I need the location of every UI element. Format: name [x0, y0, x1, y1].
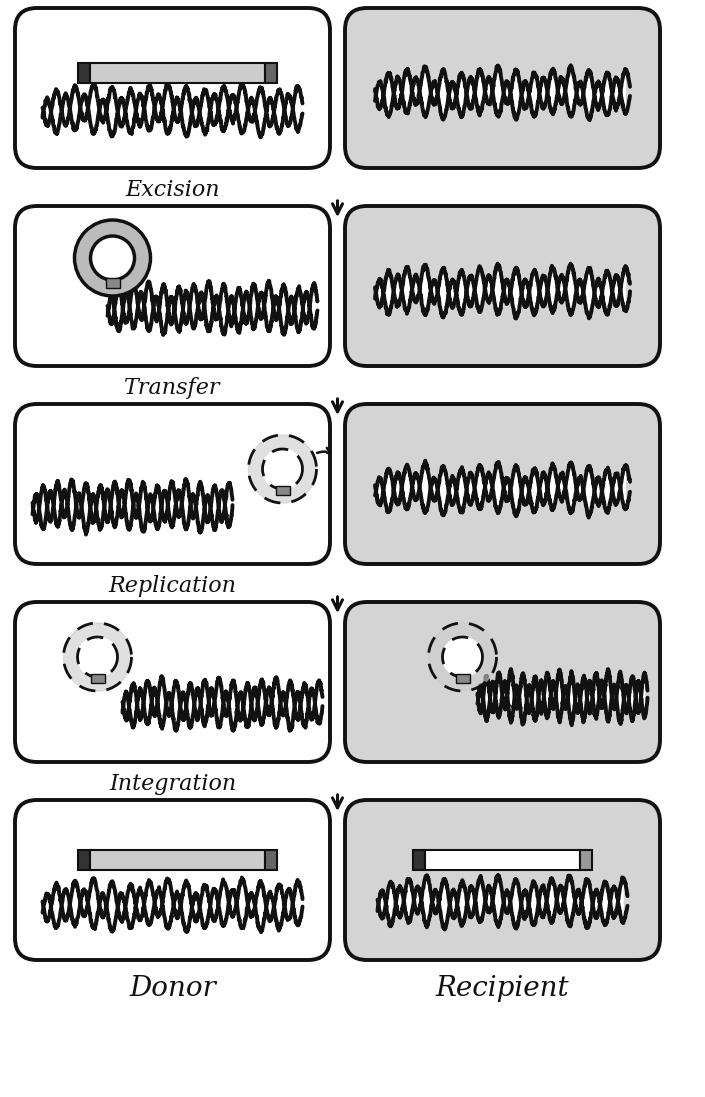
Text: Excision: Excision	[125, 179, 220, 201]
Text: Integration: Integration	[109, 773, 236, 795]
Bar	[580, 850, 592, 870]
Bar	[265, 850, 277, 870]
Bar	[78, 850, 90, 870]
FancyBboxPatch shape	[15, 800, 330, 960]
Text: Transfer: Transfer	[124, 377, 221, 399]
Bar	[90, 63, 265, 83]
Circle shape	[90, 236, 135, 280]
Bar	[90, 674, 104, 683]
Text: Recipient: Recipient	[436, 975, 570, 1002]
Polygon shape	[78, 637, 118, 677]
FancyBboxPatch shape	[345, 404, 660, 564]
Bar	[413, 850, 425, 870]
Bar	[265, 63, 277, 83]
FancyBboxPatch shape	[345, 800, 660, 960]
Bar	[276, 486, 290, 495]
Text: Donor: Donor	[129, 975, 216, 1002]
FancyBboxPatch shape	[345, 602, 660, 762]
FancyBboxPatch shape	[15, 8, 330, 168]
Polygon shape	[443, 637, 482, 677]
Polygon shape	[63, 623, 132, 691]
FancyBboxPatch shape	[15, 404, 330, 564]
FancyBboxPatch shape	[345, 206, 660, 366]
Bar	[90, 850, 265, 870]
FancyBboxPatch shape	[15, 206, 330, 366]
Polygon shape	[429, 623, 496, 691]
Polygon shape	[248, 436, 317, 504]
Text: Replication: Replication	[109, 575, 236, 597]
FancyBboxPatch shape	[15, 602, 330, 762]
Bar	[106, 278, 120, 289]
Bar	[78, 63, 90, 83]
Circle shape	[75, 220, 150, 296]
Bar	[455, 674, 470, 683]
Polygon shape	[262, 449, 302, 489]
Bar	[425, 850, 580, 870]
FancyBboxPatch shape	[345, 8, 660, 168]
